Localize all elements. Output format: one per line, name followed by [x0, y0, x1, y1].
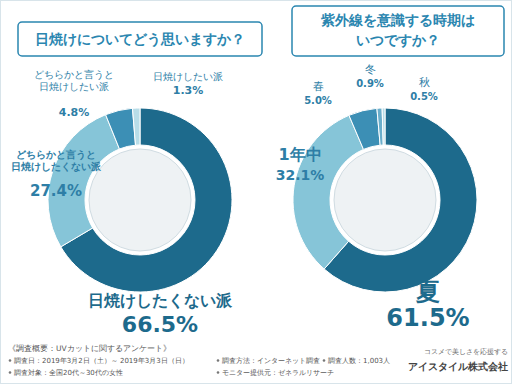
footer: 《調査概要：UVカットに関するアンケート》調査日：2019年3月2日（土）～ 2…	[8, 344, 390, 377]
value-label: 66.5%	[122, 312, 198, 337]
category-label: 春	[313, 80, 324, 93]
footer-item: 調査人数：1,003人	[328, 357, 390, 365]
value-label: 27.4%	[30, 182, 82, 200]
footer-item: モニター提供元：ゼネラルリサーチ	[222, 369, 334, 377]
category-label: 冬	[365, 63, 376, 76]
footer-title: 《調査概要：UVカットに関するアンケート》	[8, 344, 171, 353]
category-label: どちらかと言うと日焼けしたくない派	[11, 149, 102, 173]
slices	[293, 108, 477, 292]
bullet	[217, 371, 220, 374]
category-label: 日焼けしたい派	[153, 71, 223, 82]
bullet	[217, 359, 220, 362]
logo-name: アイスタイル株式会社	[408, 361, 508, 372]
footer-item: 調査方法：インターネット調査	[222, 357, 320, 365]
title-box	[292, 6, 504, 56]
pie-chart: 日焼けについてどう思いますか？ 日焼けしたくない派 66.5% どちらかと言うと日焼け…	[11, 22, 262, 337]
category-label: 夏	[415, 278, 440, 306]
chart-title: 日焼けについてどう思いますか？	[35, 31, 245, 48]
value-label: 5.0%	[304, 95, 332, 106]
canvas: 日焼けについてどう思いますか？ 日焼けしたくない派 66.5% どちらかと言うと日焼け…	[0, 0, 512, 384]
bullet	[323, 359, 326, 362]
category-label: 1年中	[278, 145, 321, 164]
bullet	[9, 359, 12, 362]
slice	[132, 108, 140, 145]
value-label: 1.3%	[173, 84, 204, 97]
logo: コスメで美しさを応援するアイスタイル株式会社	[408, 348, 508, 372]
photo-placeholder	[334, 149, 436, 251]
logo-tagline: コスメで美しさを応援する	[424, 348, 508, 356]
value-label: 0.5%	[410, 91, 438, 102]
value-label: 0.9%	[356, 78, 384, 89]
value-label: 61.5%	[386, 304, 469, 332]
bullet	[9, 371, 12, 374]
slice	[106, 108, 136, 149]
value-label: 4.8%	[59, 106, 90, 119]
footer-item: 調査日：2019年3月2日（土）～ 2019年3月3日（日）	[14, 357, 189, 365]
slices	[48, 108, 232, 292]
value-label: 32.1%	[276, 167, 325, 183]
background	[1, 1, 512, 384]
slice	[349, 108, 380, 149]
chart-title: 紫外線を意識する時期はいつですか？	[320, 12, 475, 48]
category-label: どちらかと言うと日焼けしたい派	[34, 69, 114, 92]
photo-placeholder	[89, 149, 191, 251]
title-box	[18, 22, 262, 56]
pie-chart: 紫外線を意識する時期はいつですか？ 夏61.5% 1年中 32.1% 春 5.0% 冬 0.9…	[276, 6, 504, 332]
category-label: 日焼けしたくない派	[88, 291, 233, 310]
slice	[382, 108, 385, 145]
footer-item: 調査対象：全国20代～30代の女性	[14, 369, 123, 377]
category-label: 秋	[419, 76, 430, 89]
